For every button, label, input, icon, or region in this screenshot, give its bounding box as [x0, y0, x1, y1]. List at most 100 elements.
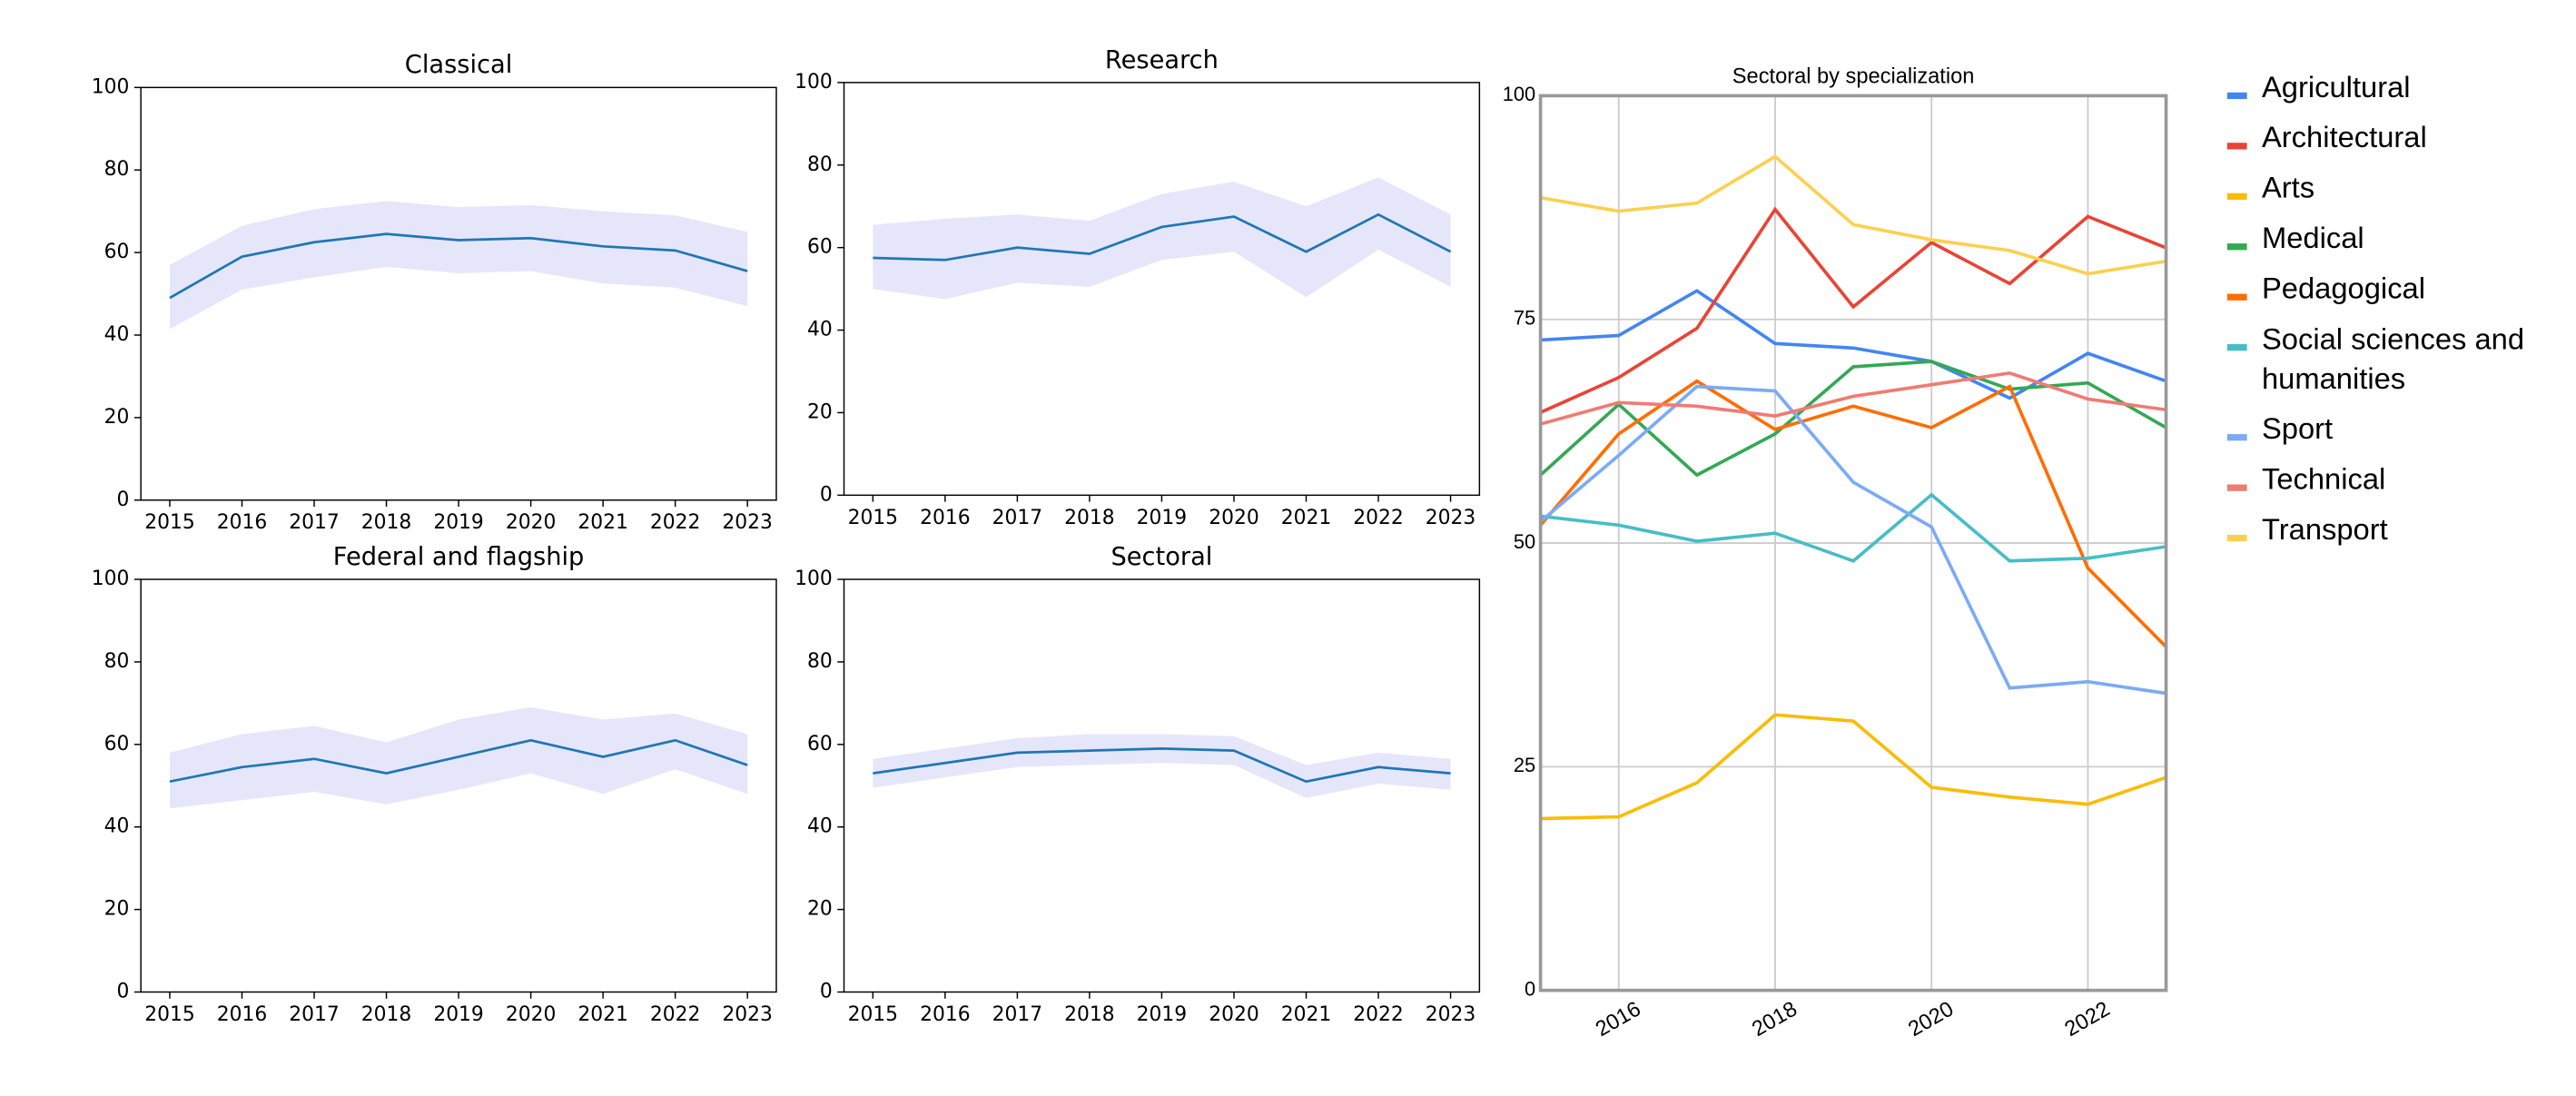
x-tick-label: 2017 [992, 1003, 1042, 1026]
line [1540, 370, 2166, 426]
x-tick-label: 2020 [506, 1003, 556, 1026]
y-tick-label: 20 [807, 400, 833, 423]
x-tick-label: 2015 [848, 507, 898, 529]
x-tick-label: 2020 [1209, 507, 1258, 529]
chart-title: Federal and flagship [333, 543, 585, 571]
y-tick-label: 40 [807, 319, 833, 341]
legend-swatch [2226, 534, 2247, 542]
y-tick-label: 80 [104, 650, 130, 673]
chart-panel: Research 0 20 40 60 80 100 2015 2016 2017 2018 2019… [795, 46, 1481, 529]
x-tick-label: 2016 [920, 507, 970, 529]
chart-title: Research [1105, 46, 1219, 74]
legend-swatch [2226, 484, 2247, 491]
x-tick-label: 2019 [1137, 507, 1187, 529]
x-tick-label: 2017 [289, 511, 339, 534]
x-tick-label: 2022 [1353, 507, 1403, 529]
y-tick-label: 80 [104, 158, 130, 181]
x-tick-label: 2015 [144, 511, 194, 534]
legend-swatch [2226, 344, 2247, 351]
chart-panel: Classical 0 20 40 60 80 100 2015 2016 2017 2018 201… [92, 51, 777, 534]
x-tick-label: 2016 [217, 1003, 267, 1026]
x-tick-label: 2022 [2061, 997, 2115, 1042]
line [1539, 384, 2166, 696]
chart-panel: Federal and flagship 0 20 40 60 80 100 2015 2016… [92, 543, 777, 1026]
x-tick-label: 2018 [361, 511, 411, 534]
y-tick-label: 40 [104, 323, 130, 346]
y-tick-label: 0 [117, 489, 130, 511]
y-tick-label: 50 [1514, 530, 1535, 553]
line [1539, 206, 2167, 414]
line [1540, 289, 2167, 400]
legend-label: Sport [2262, 411, 2333, 445]
y-tick-label: 60 [104, 733, 130, 755]
legend-label: Medical [2262, 221, 2364, 254]
y-tick-label: 25 [1514, 754, 1535, 776]
x-tick-label: 2021 [577, 511, 627, 534]
line [873, 746, 1451, 784]
x-tick-label: 2018 [361, 1003, 411, 1026]
x-tick-label: 2021 [1281, 1003, 1331, 1026]
legend-swatch [2226, 92, 2247, 100]
plot-frame [1538, 94, 2168, 992]
confidence-band [873, 177, 1451, 300]
y-tick-label: 20 [807, 898, 833, 921]
x-tick-label: 2021 [577, 1003, 627, 1026]
x-tick-label: 2017 [289, 1003, 339, 1026]
legend-swatch [2226, 243, 2247, 251]
x-tick-label: 2019 [1137, 1003, 1187, 1026]
line [1539, 360, 2167, 478]
chart-panel: Sectoral 0 20 40 60 80 100 2015 2016 2017 2018 2019… [795, 543, 1481, 1026]
x-tick-label: 2022 [650, 1003, 700, 1026]
x-tick-label: 2019 [433, 1003, 483, 1026]
y-tick-label: 40 [807, 815, 833, 838]
confidence-band [169, 201, 748, 330]
y-tick-label: 0 [820, 483, 833, 506]
line [1539, 379, 2167, 648]
x-tick-label: 2020 [1905, 997, 1959, 1042]
confidence-band [873, 734, 1451, 798]
y-tick-label: 20 [104, 406, 130, 429]
x-tick-label: 2017 [992, 507, 1042, 529]
legend-swatch [2226, 143, 2247, 150]
line [169, 232, 748, 300]
y-tick-label: 0 [1525, 977, 1535, 1000]
x-tick-label: 2016 [920, 1003, 970, 1026]
chart-panel: Sectoral by specialization 0 25 50 75 100 2016… [1503, 65, 2524, 1042]
y-tick-label: 100 [795, 568, 833, 590]
x-tick-label: 2016 [1592, 997, 1645, 1042]
legend-label: Architectural [2262, 120, 2427, 153]
x-tick-label: 2020 [1209, 1003, 1258, 1026]
legend-label: Pedagogical [2262, 272, 2425, 305]
line [1540, 713, 2167, 821]
x-tick-label: 2018 [1064, 507, 1114, 529]
legend-label: Social sciences and humanities [2262, 321, 2524, 395]
plot-frame [843, 578, 1481, 993]
y-tick-label: 75 [1514, 307, 1535, 330]
x-tick-label: 2023 [1426, 1003, 1476, 1026]
x-tick-label: 2016 [217, 511, 267, 534]
x-tick-label: 2020 [506, 511, 556, 534]
x-tick-label: 2022 [1353, 1003, 1403, 1026]
y-tick-label: 20 [104, 898, 130, 921]
chart-title: Classical [405, 51, 513, 79]
x-tick-label: 2018 [1064, 1003, 1114, 1026]
x-tick-label: 2015 [848, 1003, 898, 1026]
plot-frame [140, 578, 777, 993]
x-tick-label: 2023 [722, 1003, 772, 1026]
legend-swatch [2226, 434, 2247, 441]
legend-label: Technical [2262, 462, 2385, 496]
y-tick-label: 0 [820, 980, 833, 1002]
x-tick-label: 2021 [1281, 507, 1331, 529]
y-tick-label: 60 [807, 733, 833, 755]
legend-label: Agricultural [2262, 70, 2411, 104]
y-tick-label: 60 [807, 236, 833, 259]
plot-frame [843, 82, 1481, 497]
y-tick-label: 100 [795, 71, 833, 94]
plot-frame [140, 86, 777, 501]
chart-title: Sectoral [1111, 543, 1213, 571]
line [1540, 492, 2166, 563]
legend-label: Arts [2262, 171, 2314, 204]
y-tick-label: 60 [104, 241, 130, 263]
chart-title: Sectoral by specialization [1732, 65, 1975, 89]
